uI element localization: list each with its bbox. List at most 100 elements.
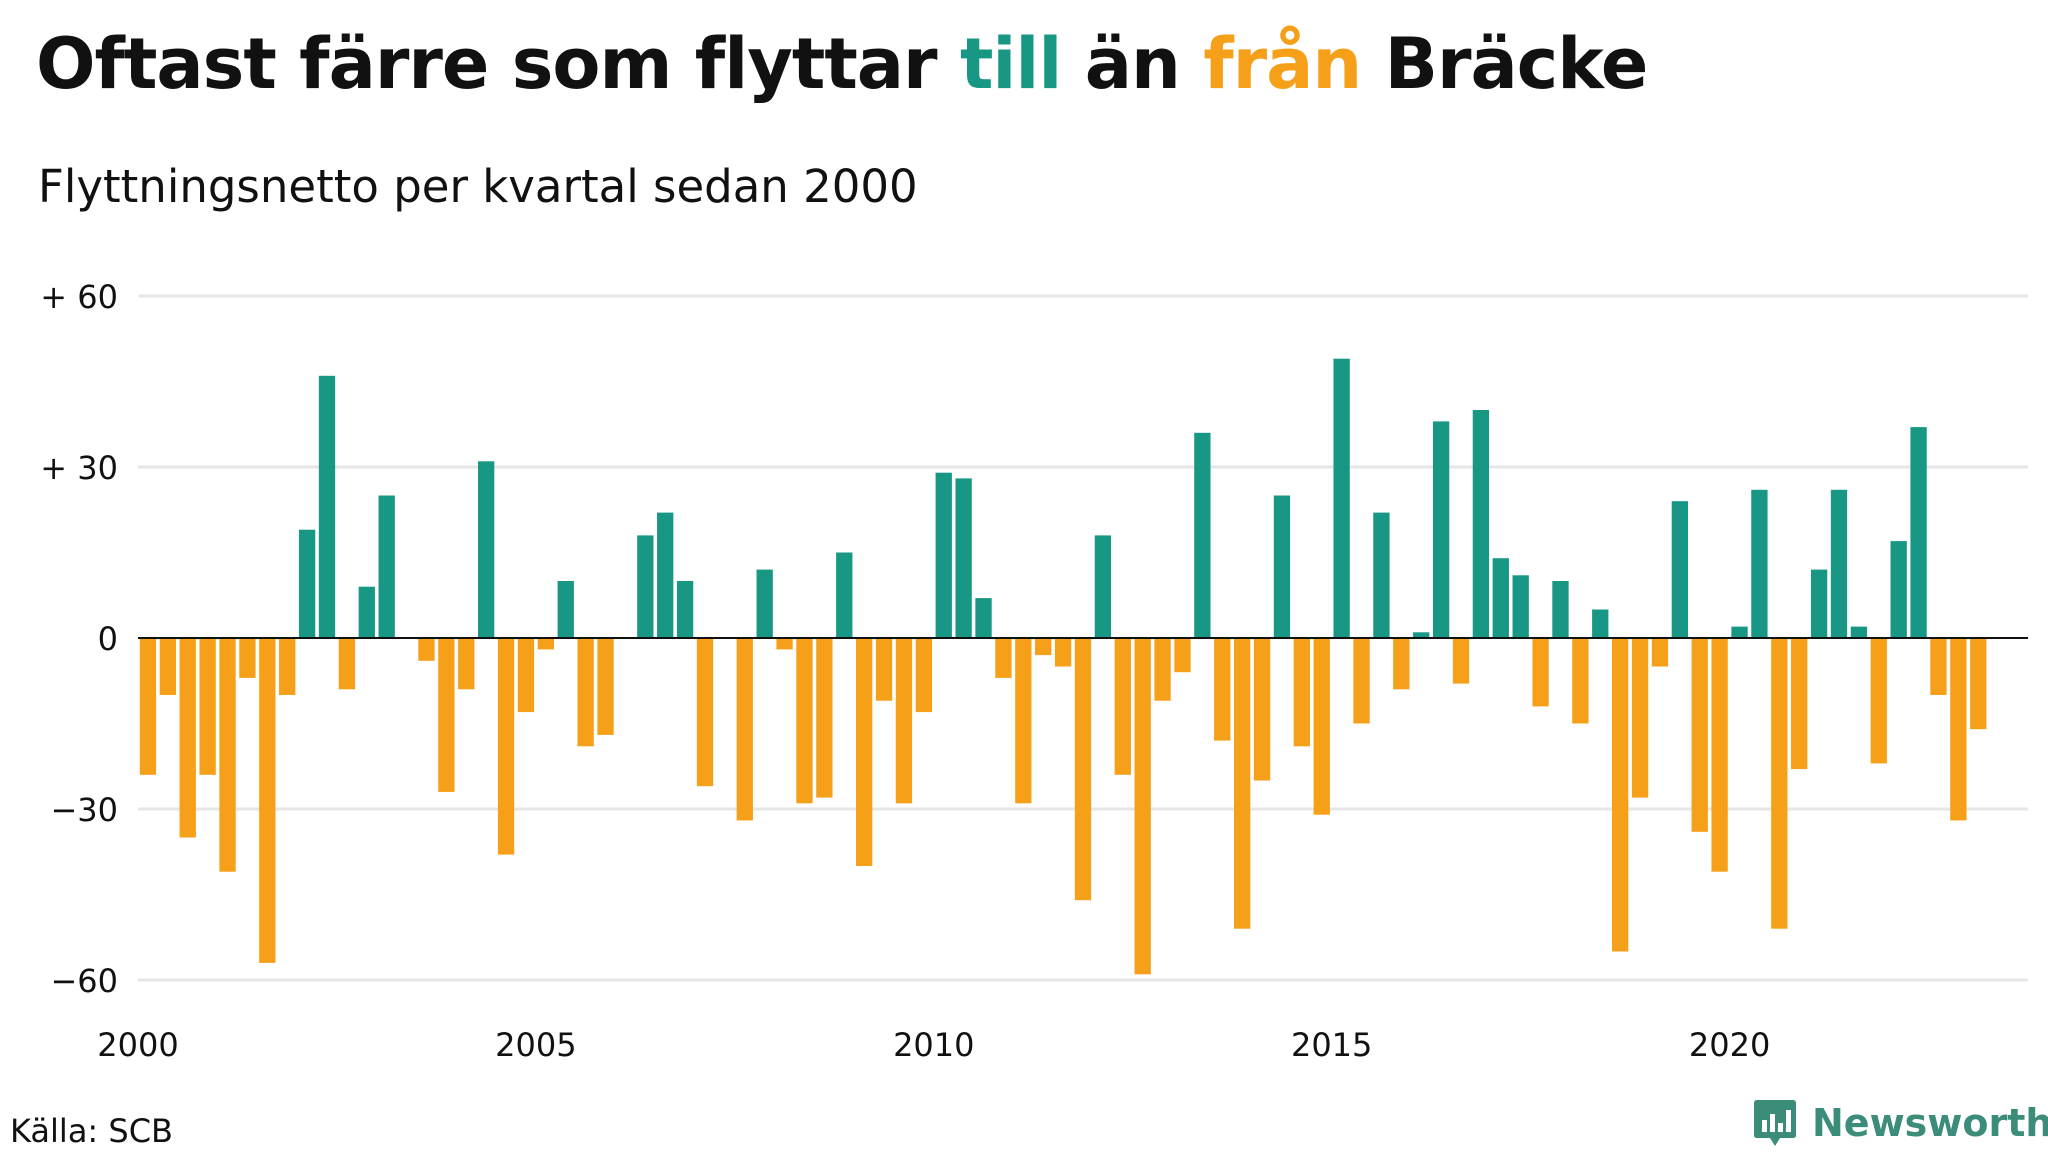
bar xyxy=(159,638,176,695)
bars xyxy=(139,358,1987,975)
bar xyxy=(1850,626,1868,638)
bar xyxy=(1134,638,1151,975)
newsworthy-logo-icon xyxy=(1754,1100,1796,1146)
bar xyxy=(816,638,833,798)
bar xyxy=(657,512,674,638)
bar xyxy=(637,535,654,638)
bar xyxy=(895,638,913,804)
bar xyxy=(1870,638,1887,764)
bar xyxy=(1810,569,1828,638)
bar xyxy=(1174,638,1191,673)
bar xyxy=(1751,489,1768,638)
bar xyxy=(856,638,873,866)
bar xyxy=(1572,638,1589,724)
bar xyxy=(1452,638,1470,684)
bar xyxy=(1273,495,1291,638)
bar xyxy=(517,638,535,713)
bar xyxy=(239,638,256,678)
bar xyxy=(796,638,813,804)
bar xyxy=(1512,575,1529,638)
bar xyxy=(497,638,515,855)
bar xyxy=(1353,638,1370,724)
bar xyxy=(1592,609,1609,638)
bar xyxy=(915,638,932,713)
chart-title: Oftast färre som flyttar till än från Br… xyxy=(36,22,1649,106)
bar xyxy=(1711,638,1728,872)
bar xyxy=(1930,638,1947,695)
title-highlight-fran: från xyxy=(1203,23,1362,105)
y-tick-label: −60 xyxy=(50,962,118,1000)
bar xyxy=(358,586,375,638)
bar xyxy=(597,638,614,735)
bar xyxy=(418,638,435,661)
bar xyxy=(1373,512,1390,638)
bar xyxy=(935,472,952,638)
bar xyxy=(478,461,495,638)
bar xyxy=(1094,535,1112,638)
bar xyxy=(1413,632,1430,638)
bar xyxy=(1253,638,1271,781)
bar xyxy=(1492,558,1509,638)
bar xyxy=(676,581,694,638)
bar xyxy=(875,638,893,701)
bar xyxy=(1532,638,1549,707)
bar xyxy=(1552,581,1569,638)
bar xyxy=(557,581,574,638)
bar xyxy=(736,638,753,821)
bar xyxy=(1154,638,1171,701)
y-tick-labels: + 60 + 30 0 −30 −60 xyxy=(40,278,118,1000)
bar xyxy=(1771,638,1788,929)
chart-subtitle: Flyttningsnetto per kvartal sedan 2000 xyxy=(38,160,918,213)
bar xyxy=(776,638,793,650)
y-tick-label: −30 xyxy=(50,791,118,829)
x-tick-labels: 2000 2005 2010 2015 2020 xyxy=(97,1026,1770,1064)
bar xyxy=(1054,638,1072,667)
bar xyxy=(1651,638,1669,667)
bar xyxy=(259,638,276,963)
bar xyxy=(438,638,455,792)
bar xyxy=(318,375,336,638)
bar xyxy=(1293,638,1310,747)
bar xyxy=(836,552,853,638)
title-part-3: än xyxy=(1061,23,1204,105)
bar xyxy=(139,638,157,775)
bar xyxy=(199,638,216,775)
bar xyxy=(1015,638,1032,804)
bar xyxy=(458,638,475,690)
bar xyxy=(279,638,296,695)
bar xyxy=(1890,541,1907,638)
bar xyxy=(298,529,316,638)
brand-name: Newsworthy xyxy=(1812,1101,2048,1145)
brand-logo: Newsworthy xyxy=(1752,1098,2048,1148)
bar xyxy=(1970,638,1987,730)
bar xyxy=(1631,638,1649,798)
bar xyxy=(1472,410,1490,638)
bar xyxy=(1671,501,1688,638)
y-tick-label: 0 xyxy=(98,620,118,658)
bar xyxy=(1432,421,1450,638)
bar xyxy=(1234,638,1251,929)
y-tick-label: + 60 xyxy=(40,278,118,316)
bar xyxy=(1114,638,1131,775)
bar xyxy=(975,598,992,638)
x-tick-label: 2015 xyxy=(1291,1026,1372,1064)
bar xyxy=(338,638,356,690)
x-tick-label: 2020 xyxy=(1689,1026,1770,1064)
x-tick-label: 2010 xyxy=(893,1026,974,1064)
bar xyxy=(1731,626,1748,638)
bar xyxy=(1214,638,1231,741)
bar xyxy=(696,638,714,787)
source-label: Källa: SCB xyxy=(10,1112,173,1150)
bar xyxy=(1950,638,1967,821)
y-tick-label: + 30 xyxy=(40,449,118,487)
bar xyxy=(995,638,1012,678)
bar xyxy=(219,638,236,872)
title-part-5: Bräcke xyxy=(1361,23,1649,105)
x-tick-label: 2000 xyxy=(97,1026,178,1064)
bar xyxy=(1194,432,1211,638)
title-highlight-till: till xyxy=(959,23,1062,105)
x-tick-label: 2005 xyxy=(495,1026,576,1064)
bar xyxy=(1910,427,1927,638)
bar xyxy=(577,638,594,747)
